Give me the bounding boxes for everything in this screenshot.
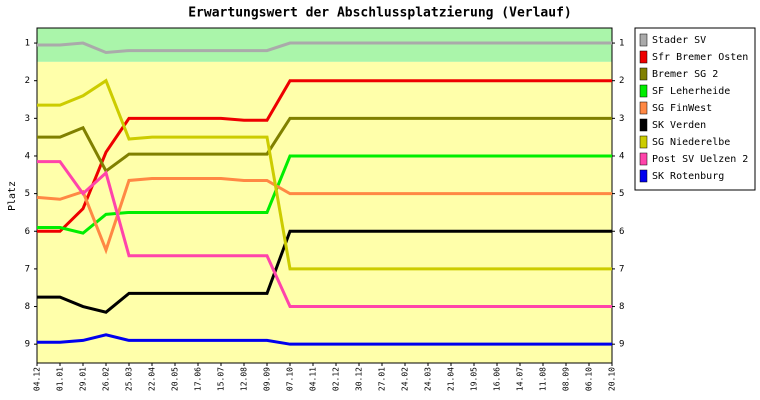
x-tick-label: 19.05: [470, 367, 479, 391]
series-line: [37, 154, 612, 235]
y-tick-label: 8: [25, 302, 30, 312]
x-tick-label: 29.01: [79, 367, 88, 391]
y-tick-label: 1: [25, 39, 30, 49]
y-tick-label: 5: [619, 189, 624, 199]
legend-label: Post SV Uelzen 2: [652, 154, 748, 165]
x-tick-label: 15.07: [217, 367, 226, 391]
y-tick-label: 1: [619, 39, 624, 49]
series-line: [37, 79, 612, 233]
y-tick-label: 7: [25, 264, 30, 274]
x-tick-label: 20.10: [608, 367, 617, 391]
x-tick-label: 25.03: [125, 367, 134, 391]
series-line: [37, 229, 612, 314]
y-tick-label: 6: [619, 227, 624, 237]
x-tick-label: 17.06: [194, 367, 203, 391]
legend-label: SF Leherheide: [652, 86, 730, 97]
x-tick-label: 16.06: [493, 367, 502, 391]
x-tick-label: 22.04: [148, 367, 157, 391]
x-tick-label: 04.12: [33, 367, 42, 391]
legend-swatch: [639, 152, 648, 166]
y-tick-label: 9: [25, 340, 30, 350]
x-tick-label: 24.02: [401, 367, 410, 391]
x-tick-label: 12.08: [240, 367, 249, 391]
x-tick-label: 02.12: [332, 367, 341, 391]
plot-frame: [36, 27, 613, 364]
y-tick-label: 7: [619, 264, 624, 274]
x-tick-label: 24.03: [424, 367, 433, 391]
y-axis-label: Platz: [7, 181, 18, 211]
legend-label: SG FinWest: [652, 103, 712, 114]
x-tick-label: 11.08: [539, 367, 548, 391]
y-tick-label: 4: [619, 151, 624, 161]
y-tick-label: 2: [25, 76, 30, 86]
series-line: [37, 78, 612, 271]
legend-swatch: [639, 169, 648, 183]
x-tick-label: 26.02: [102, 367, 111, 391]
legend-label: Bremer SG 2: [652, 69, 718, 80]
x-tick-label: 07.10: [286, 367, 295, 391]
chart-title: Erwartungswert der Abschlussplatzierung …: [188, 6, 572, 21]
y-tick-label: 4: [25, 151, 30, 161]
x-tick-label: 20.05: [171, 367, 180, 391]
x-tick-label: 04.11: [309, 367, 318, 391]
x-tick-label: 01.01: [56, 367, 65, 391]
legend-label: SK Rotenburg: [652, 171, 724, 182]
series-line: [37, 116, 612, 174]
x-tick-label: 09.09: [263, 367, 272, 391]
background-band: [37, 28, 612, 62]
legend-label: Sfr Bremer Osten: [652, 52, 748, 63]
legend-swatch: [639, 84, 648, 98]
series-line: [37, 41, 612, 54]
x-tick-label: 30.12: [355, 367, 364, 391]
x-tick-label: 06.10: [585, 367, 594, 391]
y-tick-label: 8: [619, 302, 624, 312]
legend-box: [634, 27, 756, 191]
series-line: [37, 160, 612, 309]
y-tick-label: 3: [25, 114, 30, 124]
legend-swatch: [639, 50, 648, 64]
legend-swatch: [639, 135, 648, 149]
legend-label: Stader SV: [652, 35, 706, 46]
x-tick-label: 08.09: [562, 367, 571, 391]
y-tick-label: 6: [25, 227, 30, 237]
x-tick-label: 27.01: [378, 367, 387, 391]
y-tick-label: 9: [619, 340, 624, 350]
legend-label: SG Niederelbe: [652, 137, 730, 148]
legend-label: SK Verden: [652, 120, 706, 131]
y-tick-label: 5: [25, 189, 30, 199]
series-line: [37, 333, 612, 346]
series-line: [36, 177, 612, 255]
legend-swatch: [639, 118, 648, 132]
x-tick-label: 14.07: [516, 367, 525, 391]
x-tick-label: 21.04: [447, 367, 456, 391]
legend-swatch: [639, 67, 648, 81]
legend-swatch: [639, 101, 648, 115]
y-tick-label: 3: [619, 114, 624, 124]
legend-swatch: [639, 33, 648, 47]
y-tick-label: 2: [619, 76, 624, 86]
